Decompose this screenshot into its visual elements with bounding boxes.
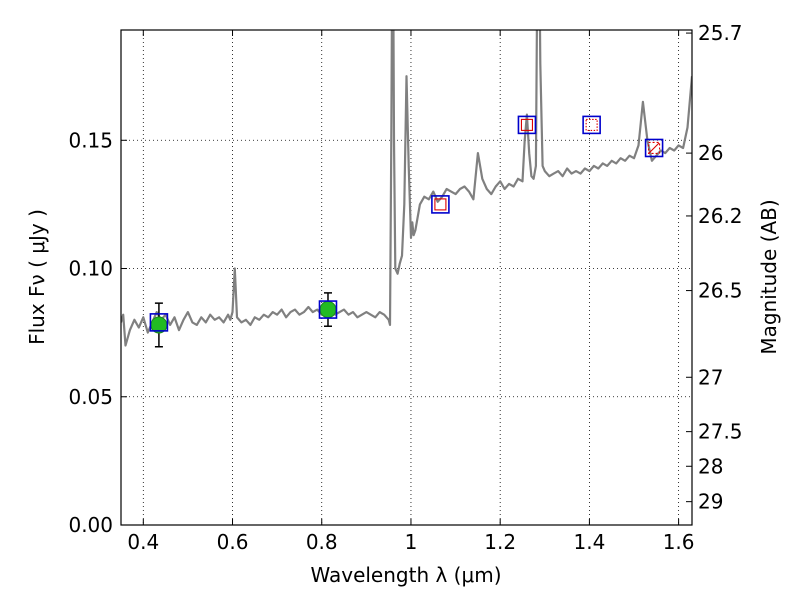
model-square (582, 115, 601, 135)
x-tick-label: 1.6 (663, 530, 695, 554)
x-tick-label: 1 (405, 530, 418, 554)
model-square (318, 300, 338, 319)
photometry-point (319, 301, 337, 319)
y-axis-label-left: Flux Fν ( μJy ) (25, 209, 49, 345)
mag-tick-label: 26 (698, 141, 723, 165)
mag-tick-label: 29 (698, 490, 723, 514)
observed-mark (520, 118, 533, 131)
observed-mark (648, 141, 661, 155)
mag-tick-label: 27.5 (698, 420, 743, 444)
observed-mark (585, 118, 598, 131)
photometry-marks (149, 115, 664, 348)
model-square (644, 138, 664, 158)
x-tick-label: 0.6 (217, 530, 249, 554)
grid-lines (121, 30, 692, 526)
mag-tick-label: 27 (698, 365, 723, 389)
x-tick-label: 0.8 (306, 530, 338, 554)
x-tick-label: 0.4 (127, 530, 159, 554)
model-square (517, 115, 537, 135)
mag-tick-label: 26.2 (698, 204, 743, 228)
plot-frame (120, 29, 693, 526)
y-axis-right: 25.7 26 26.2 26.5 27 27.5 28 29 (686, 21, 743, 514)
y-tick-label: 0.05 (68, 385, 113, 409)
spectrum-line (121, 30, 692, 347)
mag-tick-label: 28 (698, 454, 723, 478)
model-square (149, 313, 169, 332)
observed-mark-diag (648, 142, 660, 154)
y-tick-label: 0.15 (68, 128, 113, 152)
model-square (431, 195, 450, 214)
x-axis: 0.4 0.6 0.8 1 1.2 1.4 1.6 (127, 30, 695, 554)
y-tick-label: 0.10 (68, 257, 113, 281)
mag-tick-label: 26.5 (698, 279, 743, 303)
series-lines (121, 30, 692, 347)
observed-mark (434, 198, 447, 211)
x-tick-label: 1.4 (573, 530, 605, 554)
mag-tick-label: 25.7 (698, 21, 743, 45)
x-tick-label: 1.2 (484, 530, 516, 554)
y-tick-label: 0.00 (68, 513, 113, 537)
y-axis-label-right: Magnitude (AB) (757, 199, 781, 354)
x-axis-label: Wavelength λ (μm) (310, 563, 501, 587)
y-axis-left: 0.00 0.05 0.10 0.15 (68, 128, 127, 537)
